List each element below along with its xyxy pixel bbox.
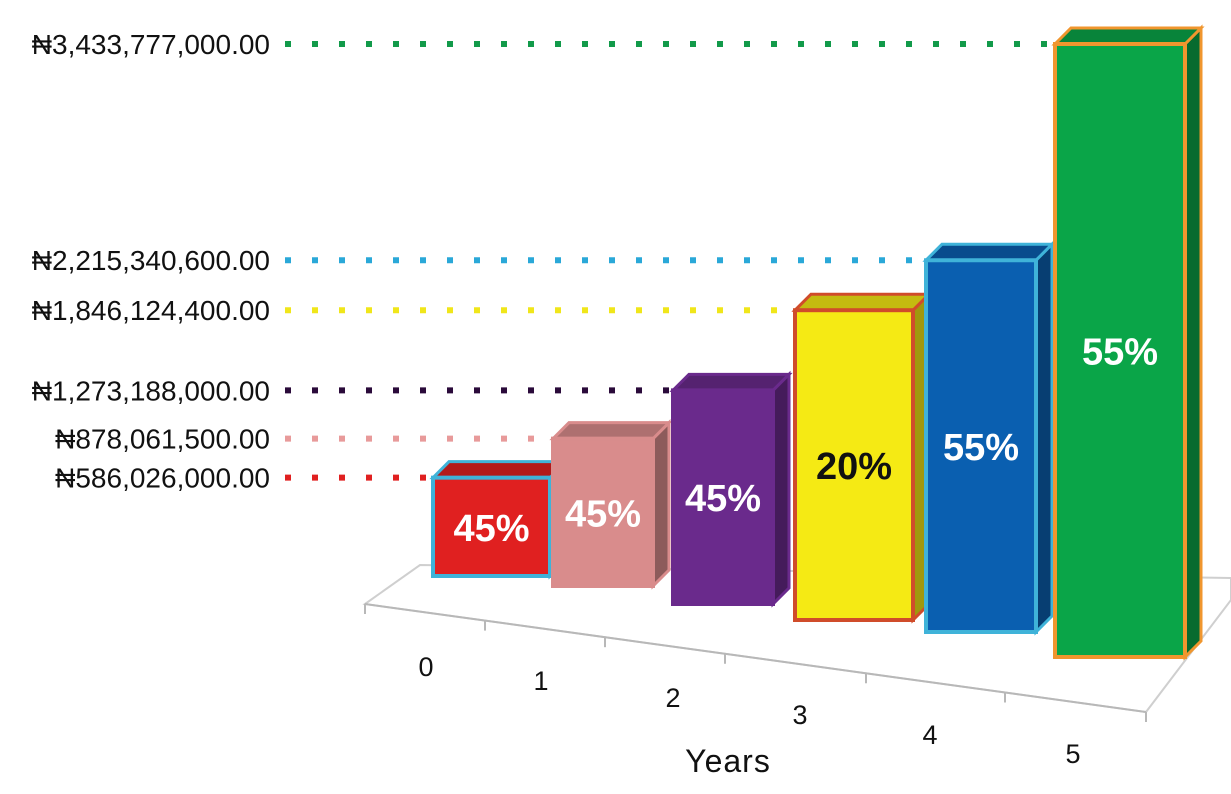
x-axis-line [364,603,1147,713]
bar-side [1034,240,1054,636]
bar-percent-label: 45% [565,493,641,535]
x-tick-label: 0 [418,652,433,682]
bar-percent-label: 55% [943,427,1019,469]
value-leader-lines [285,41,1061,481]
bar [1053,42,1187,659]
bar-top [429,460,570,480]
value-label: ₦2,215,340,600.00 [32,245,270,276]
value-labels: ₦586,026,000.00 ₦878,061,500.00 ₦1,273,188… [32,29,270,494]
bar-top [1051,26,1205,46]
bar-top [669,372,793,392]
value-label: ₦1,846,124,400.00 [32,295,270,326]
bar-percent-label: 45% [685,478,761,520]
value-label: ₦3,433,777,000.00 [32,29,270,60]
x-tick-label: 1 [533,666,548,696]
x-tick-label: 3 [792,700,807,730]
bar [551,436,655,588]
bar [793,308,915,622]
x-tick-label: 2 [665,683,680,713]
x-axis-title: Years [685,743,771,779]
bar-percent-label: 20% [816,446,892,488]
bars: 45% 45% 45% 20% 55% 55% [429,24,1205,661]
bar-side [1183,24,1203,661]
x-tick-label: 4 [922,720,937,750]
bar-side [771,370,791,608]
x-tick-label: 5 [1065,739,1080,769]
bar-side [651,419,671,590]
bar-percent-label: 45% [453,508,529,550]
bar [671,388,775,606]
bar-top [922,242,1056,262]
bar-top [791,292,933,312]
value-label: ₦1,273,188,000.00 [32,375,270,406]
x-tick-labels: 0 1 2 3 4 5 [418,652,1080,769]
bar-percent-label: 55% [1082,332,1158,374]
bar [924,258,1038,634]
bar [431,475,552,578]
value-label: ₦586,026,000.00 [55,463,270,494]
chart-floor [362,563,1231,722]
value-label: ₦878,061,500.00 [55,424,270,455]
bar-top [549,421,673,441]
